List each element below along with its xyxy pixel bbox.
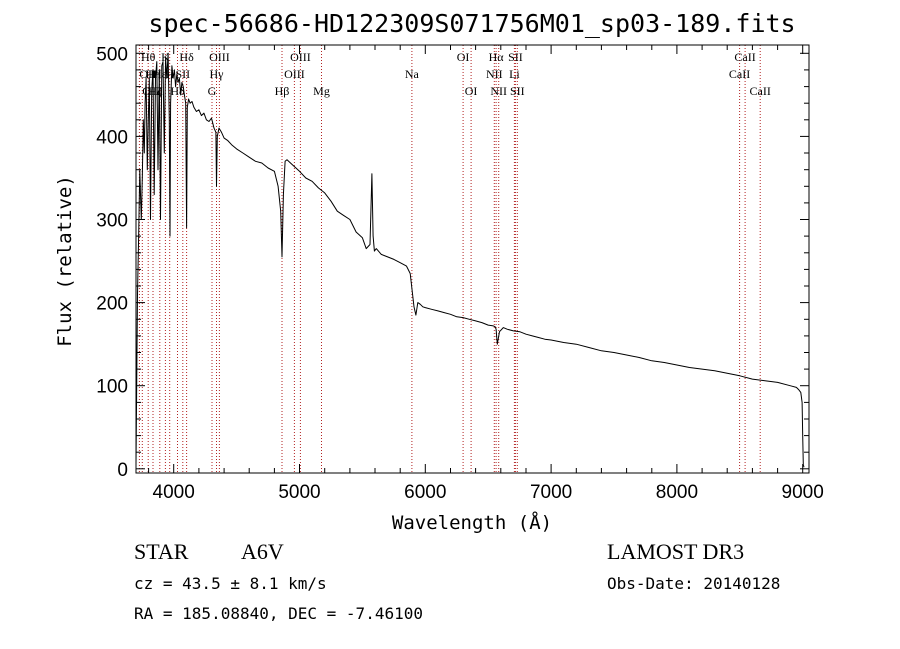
- line-label: CaII: [750, 84, 771, 98]
- redshift-cz: cz = 43.5 ± 8.1 km/s: [134, 574, 327, 593]
- line-label: Hβ: [275, 84, 290, 98]
- line-label: Li: [509, 67, 520, 81]
- x-tick-label: 6000: [404, 482, 446, 503]
- line-label: NII: [486, 67, 503, 81]
- y-tick-label: 0: [117, 460, 128, 481]
- line-label: Hα: [489, 50, 505, 64]
- line-label: Hδ: [179, 50, 194, 64]
- survey-name: LAMOST DR3: [607, 539, 744, 564]
- line-label: CaII: [734, 50, 755, 64]
- line-label: Hθ: [141, 50, 156, 64]
- line-label: OIII: [209, 50, 230, 64]
- x-axis-ticks: 4000 5000 6000 7000 8000 9000: [148, 45, 824, 503]
- x-tick-label: 5000: [278, 482, 320, 503]
- plot-frame: [135, 44, 810, 474]
- x-axis-label: Wavelength (Å): [392, 511, 552, 534]
- y-tick-label: 200: [96, 294, 128, 315]
- x-tick-label: 9000: [782, 482, 824, 503]
- observation-date: Obs-Date: 20140128: [607, 574, 780, 593]
- line-label: SII: [175, 67, 190, 81]
- line-label: OII: [139, 67, 156, 81]
- y-axis-ticks: 0 100 200 300 400 500: [96, 44, 809, 481]
- x-tick-label: 4000: [153, 482, 195, 503]
- spectrum-series: [135, 52, 805, 468]
- ra-dec-coordinates: RA = 185.08840, DEC = -7.46100: [134, 604, 423, 623]
- line-label: OI: [465, 84, 478, 98]
- line-label: SII: [508, 50, 523, 64]
- line-label: H: [165, 67, 174, 81]
- line-label: Hγ: [210, 67, 225, 81]
- y-tick-label: 100: [96, 377, 128, 398]
- chart-title: spec-56686-HD122309S071756M01_sp03-189.f…: [148, 9, 795, 38]
- line-label: Mg: [313, 84, 330, 98]
- line-label: OIII: [142, 84, 163, 98]
- object-class: STAR: [134, 539, 189, 564]
- line-label: Na: [405, 67, 420, 81]
- line-label: K: [161, 50, 170, 64]
- line-label: Hε: [153, 67, 167, 81]
- line-label: OIII: [290, 50, 311, 64]
- spectral-subclass: A6V: [241, 539, 284, 564]
- line-label: SII: [510, 84, 525, 98]
- y-axis-label: Flux (relative): [54, 175, 76, 347]
- line-label: OI: [457, 50, 470, 64]
- line-label: Hη: [146, 67, 161, 81]
- line-label: CaII: [729, 67, 750, 81]
- y-tick-label: 300: [96, 211, 128, 232]
- line-markers: [138, 45, 761, 473]
- line-label: Hδ: [170, 84, 185, 98]
- line-label: G: [208, 84, 217, 98]
- line-label: Hζ: [148, 84, 162, 98]
- x-tick-label: 8000: [656, 482, 698, 503]
- y-tick-label: 500: [96, 44, 128, 65]
- line-label: OIII: [284, 67, 305, 81]
- y-tick-label: 400: [96, 127, 128, 148]
- spectrum-line: [135, 52, 805, 468]
- line-label: NII: [490, 84, 507, 98]
- x-tick-label: 7000: [530, 482, 572, 503]
